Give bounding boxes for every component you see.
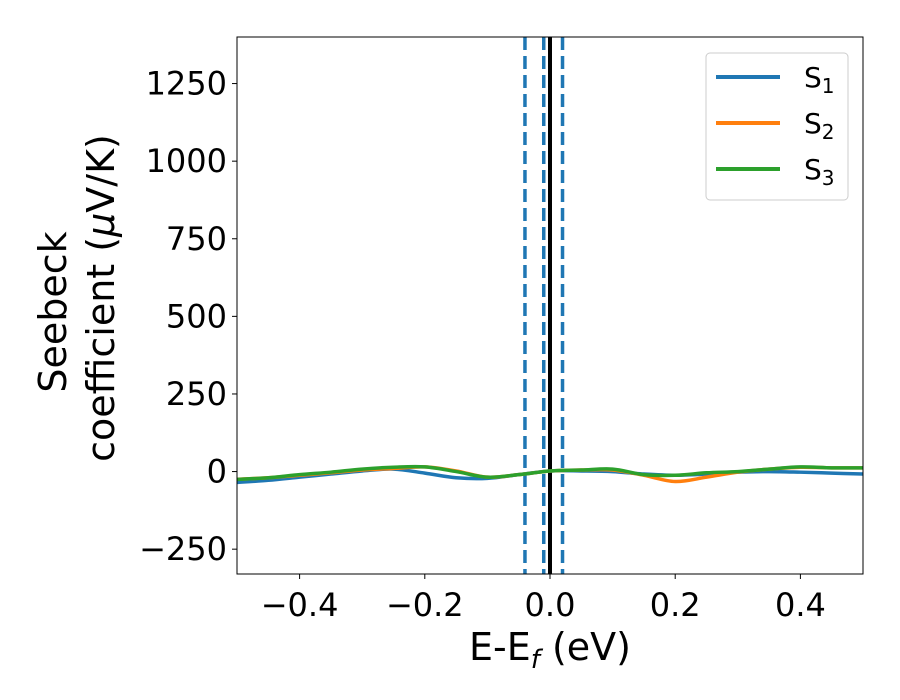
x-tick-label: 0.2 bbox=[650, 586, 701, 624]
x-tick-label: −0.4 bbox=[261, 586, 339, 624]
y-tick-label: 1000 bbox=[146, 142, 227, 180]
y-axis: −250 0 250 500 750 1000 1250 bbox=[139, 65, 237, 568]
legend-label-s3: S3 bbox=[804, 153, 835, 190]
x-axis-label: E-Ef (eV) bbox=[469, 625, 631, 675]
vertical-lines bbox=[523, 37, 565, 574]
x-tick-label: 0.0 bbox=[525, 586, 576, 624]
x-axis-label-unit: (eV) bbox=[540, 625, 631, 669]
legend-label-s2: S2 bbox=[804, 107, 835, 144]
y-tick-label: 1250 bbox=[146, 65, 227, 103]
x-tick-label: −0.2 bbox=[386, 586, 464, 624]
series-line-s3 bbox=[237, 464, 863, 482]
y-tick-label: −250 bbox=[139, 530, 227, 568]
y-axis-label-mu: μ bbox=[79, 213, 123, 238]
y-tick-label: 500 bbox=[166, 297, 227, 335]
legend: S1 S2 S3 bbox=[705, 52, 849, 201]
y-tick-label: 0 bbox=[207, 453, 227, 491]
series-lines bbox=[237, 464, 863, 485]
x-tick-label: 0.4 bbox=[775, 586, 826, 624]
y-axis-label-line2: coefficient (μV/K) bbox=[79, 134, 123, 462]
y-tick-label: 250 bbox=[166, 375, 227, 413]
x-axis: −0.4 −0.2 0.0 0.2 0.4 bbox=[261, 574, 826, 624]
legend-label-s1: S1 bbox=[804, 61, 835, 98]
y-axis-label-line1: Seebeck bbox=[31, 231, 75, 392]
legend-frame bbox=[705, 52, 849, 201]
y-tick-label: 750 bbox=[166, 220, 227, 258]
